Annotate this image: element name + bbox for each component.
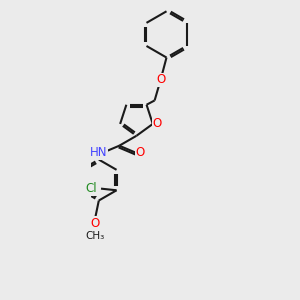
Text: Cl: Cl	[85, 182, 97, 195]
Text: O: O	[156, 74, 165, 86]
Text: O: O	[153, 117, 162, 130]
Text: HN: HN	[89, 146, 107, 160]
Text: O: O	[90, 217, 100, 230]
Text: O: O	[136, 146, 145, 160]
Text: CH₃: CH₃	[85, 231, 104, 241]
